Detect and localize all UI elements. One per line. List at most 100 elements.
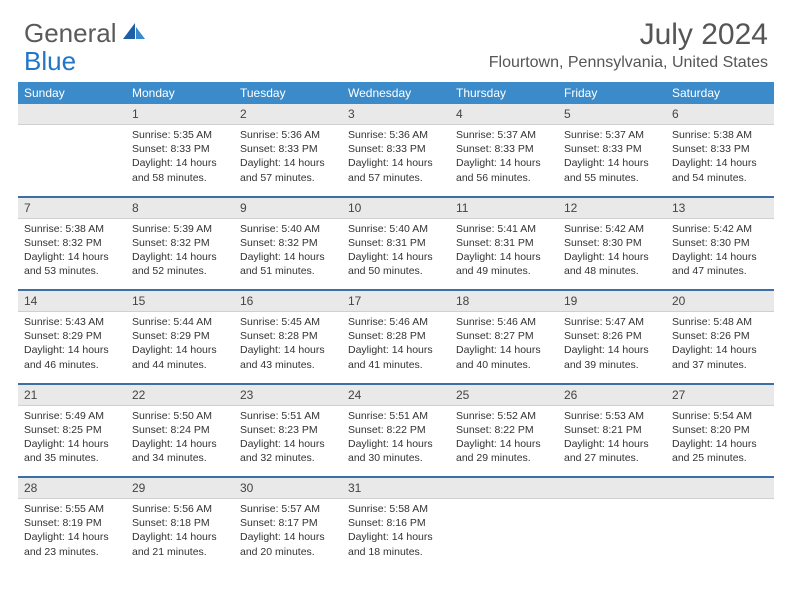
day-cell: Sunrise: 5:50 AMSunset: 8:24 PMDaylight:…	[126, 405, 234, 477]
day-number: 28	[18, 477, 126, 499]
day-number: 11	[450, 197, 558, 219]
day-cell: Sunrise: 5:55 AMSunset: 8:19 PMDaylight:…	[18, 499, 126, 571]
week-row: Sunrise: 5:35 AMSunset: 8:33 PMDaylight:…	[18, 125, 774, 197]
sunrise-text: Sunrise: 5:54 AM	[672, 409, 768, 423]
sunset-text: Sunset: 8:29 PM	[24, 329, 120, 343]
week-row: Sunrise: 5:38 AMSunset: 8:32 PMDaylight:…	[18, 218, 774, 290]
sunset-text: Sunset: 8:30 PM	[672, 236, 768, 250]
dayhead-sat: Saturday	[666, 82, 774, 104]
day-number: 21	[18, 384, 126, 406]
day-cell: Sunrise: 5:37 AMSunset: 8:33 PMDaylight:…	[558, 125, 666, 197]
day-number	[558, 477, 666, 499]
daylight-text: Daylight: 14 hours and 20 minutes.	[240, 530, 336, 558]
sunset-text: Sunset: 8:30 PM	[564, 236, 660, 250]
sunrise-text: Sunrise: 5:35 AM	[132, 128, 228, 142]
daynum-row: 14151617181920	[18, 290, 774, 312]
daylight-text: Daylight: 14 hours and 55 minutes.	[564, 156, 660, 184]
week-row: Sunrise: 5:43 AMSunset: 8:29 PMDaylight:…	[18, 312, 774, 384]
month-title: July 2024	[489, 18, 768, 52]
day-cell: Sunrise: 5:49 AMSunset: 8:25 PMDaylight:…	[18, 405, 126, 477]
day-number: 29	[126, 477, 234, 499]
dayhead-fri: Friday	[558, 82, 666, 104]
day-number: 31	[342, 477, 450, 499]
daylight-text: Daylight: 14 hours and 56 minutes.	[456, 156, 552, 184]
sunrise-text: Sunrise: 5:38 AM	[672, 128, 768, 142]
day-number: 9	[234, 197, 342, 219]
dayhead-wed: Wednesday	[342, 82, 450, 104]
daylight-text: Daylight: 14 hours and 58 minutes.	[132, 156, 228, 184]
day-number: 1	[126, 104, 234, 125]
sunrise-text: Sunrise: 5:51 AM	[348, 409, 444, 423]
daylight-text: Daylight: 14 hours and 37 minutes.	[672, 343, 768, 371]
day-cell: Sunrise: 5:37 AMSunset: 8:33 PMDaylight:…	[450, 125, 558, 197]
sunrise-text: Sunrise: 5:49 AM	[24, 409, 120, 423]
sunrise-text: Sunrise: 5:46 AM	[456, 315, 552, 329]
day-number: 8	[126, 197, 234, 219]
day-cell: Sunrise: 5:41 AMSunset: 8:31 PMDaylight:…	[450, 218, 558, 290]
day-cell: Sunrise: 5:42 AMSunset: 8:30 PMDaylight:…	[666, 218, 774, 290]
day-number: 26	[558, 384, 666, 406]
sunset-text: Sunset: 8:26 PM	[672, 329, 768, 343]
sunrise-text: Sunrise: 5:58 AM	[348, 502, 444, 516]
logo-sub: Blue	[24, 46, 76, 77]
sunset-text: Sunset: 8:32 PM	[24, 236, 120, 250]
sunset-text: Sunset: 8:33 PM	[456, 142, 552, 156]
daylight-text: Daylight: 14 hours and 57 minutes.	[348, 156, 444, 184]
day-cell: Sunrise: 5:46 AMSunset: 8:28 PMDaylight:…	[342, 312, 450, 384]
logo-text-blue: Blue	[24, 46, 76, 76]
week-row: Sunrise: 5:55 AMSunset: 8:19 PMDaylight:…	[18, 499, 774, 571]
dayhead-mon: Monday	[126, 82, 234, 104]
day-cell: Sunrise: 5:40 AMSunset: 8:32 PMDaylight:…	[234, 218, 342, 290]
sunrise-text: Sunrise: 5:39 AM	[132, 222, 228, 236]
daylight-text: Daylight: 14 hours and 43 minutes.	[240, 343, 336, 371]
daylight-text: Daylight: 14 hours and 30 minutes.	[348, 437, 444, 465]
sunset-text: Sunset: 8:24 PM	[132, 423, 228, 437]
daylight-text: Daylight: 14 hours and 39 minutes.	[564, 343, 660, 371]
sunrise-text: Sunrise: 5:47 AM	[564, 315, 660, 329]
location-text: Flourtown, Pennsylvania, United States	[489, 54, 768, 72]
daynum-row: 21222324252627	[18, 384, 774, 406]
daylight-text: Daylight: 14 hours and 27 minutes.	[564, 437, 660, 465]
daylight-text: Daylight: 14 hours and 48 minutes.	[564, 250, 660, 278]
daylight-text: Daylight: 14 hours and 40 minutes.	[456, 343, 552, 371]
day-number: 3	[342, 104, 450, 125]
daylight-text: Daylight: 14 hours and 46 minutes.	[24, 343, 120, 371]
day-cell: Sunrise: 5:36 AMSunset: 8:33 PMDaylight:…	[234, 125, 342, 197]
day-cell: Sunrise: 5:57 AMSunset: 8:17 PMDaylight:…	[234, 499, 342, 571]
calendar-table: Sunday Monday Tuesday Wednesday Thursday…	[18, 82, 774, 571]
day-number: 23	[234, 384, 342, 406]
day-cell: Sunrise: 5:56 AMSunset: 8:18 PMDaylight:…	[126, 499, 234, 571]
sunset-text: Sunset: 8:32 PM	[132, 236, 228, 250]
day-cell: Sunrise: 5:54 AMSunset: 8:20 PMDaylight:…	[666, 405, 774, 477]
title-block: July 2024 Flourtown, Pennsylvania, Unite…	[489, 18, 768, 72]
sunset-text: Sunset: 8:31 PM	[348, 236, 444, 250]
sunrise-text: Sunrise: 5:55 AM	[24, 502, 120, 516]
logo: General	[24, 18, 149, 49]
sunset-text: Sunset: 8:31 PM	[456, 236, 552, 250]
sunrise-text: Sunrise: 5:40 AM	[240, 222, 336, 236]
day-cell: Sunrise: 5:43 AMSunset: 8:29 PMDaylight:…	[18, 312, 126, 384]
sunrise-text: Sunrise: 5:41 AM	[456, 222, 552, 236]
day-cell	[450, 499, 558, 571]
sunrise-text: Sunrise: 5:44 AM	[132, 315, 228, 329]
sunrise-text: Sunrise: 5:36 AM	[240, 128, 336, 142]
sunset-text: Sunset: 8:19 PM	[24, 516, 120, 530]
day-number: 15	[126, 290, 234, 312]
daylight-text: Daylight: 14 hours and 18 minutes.	[348, 530, 444, 558]
sunset-text: Sunset: 8:22 PM	[456, 423, 552, 437]
day-number: 27	[666, 384, 774, 406]
daylight-text: Daylight: 14 hours and 32 minutes.	[240, 437, 336, 465]
day-number: 19	[558, 290, 666, 312]
sunrise-text: Sunrise: 5:52 AM	[456, 409, 552, 423]
dayhead-thu: Thursday	[450, 82, 558, 104]
header: General July 2024 Flourtown, Pennsylvani…	[0, 0, 792, 76]
week-row: Sunrise: 5:49 AMSunset: 8:25 PMDaylight:…	[18, 405, 774, 477]
daylight-text: Daylight: 14 hours and 41 minutes.	[348, 343, 444, 371]
day-number: 12	[558, 197, 666, 219]
sunset-text: Sunset: 8:16 PM	[348, 516, 444, 530]
day-number: 2	[234, 104, 342, 125]
day-cell: Sunrise: 5:36 AMSunset: 8:33 PMDaylight:…	[342, 125, 450, 197]
day-cell: Sunrise: 5:52 AMSunset: 8:22 PMDaylight:…	[450, 405, 558, 477]
daylight-text: Daylight: 14 hours and 23 minutes.	[24, 530, 120, 558]
day-header-row: Sunday Monday Tuesday Wednesday Thursday…	[18, 82, 774, 104]
